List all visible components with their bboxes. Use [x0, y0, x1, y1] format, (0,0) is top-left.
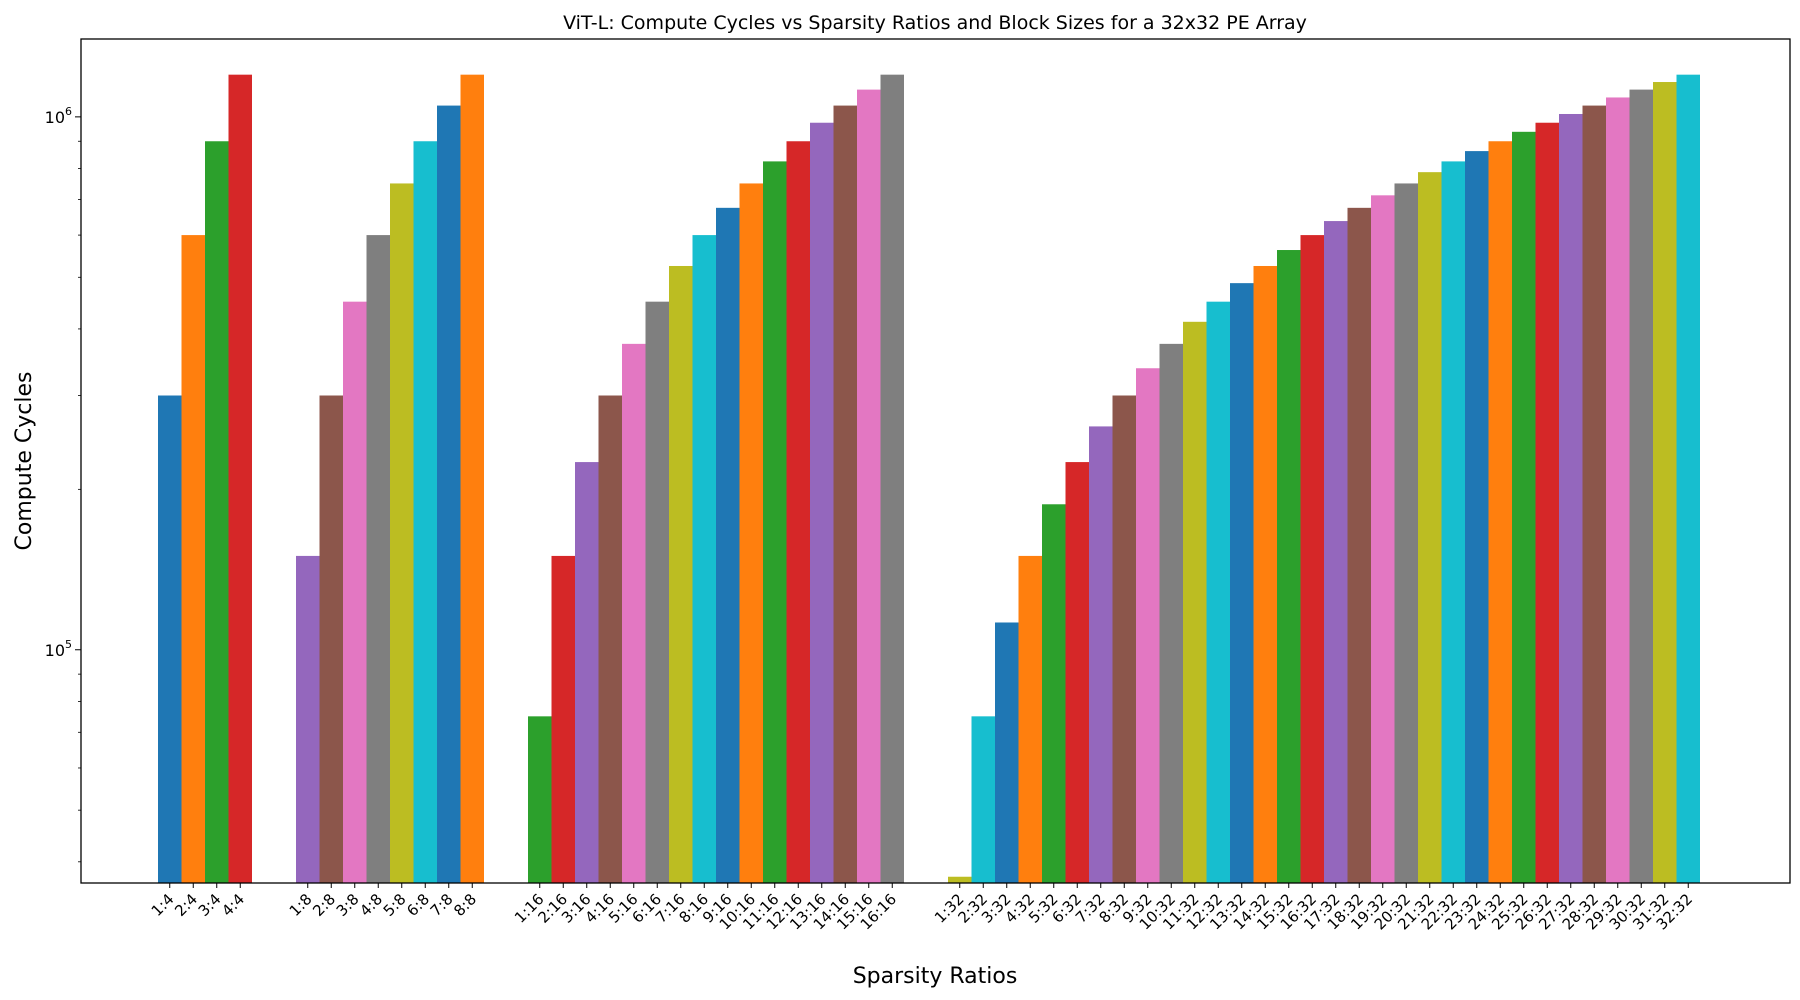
y-axis-label: Compute Cycles: [12, 372, 37, 551]
bar-24-32: [1488, 141, 1512, 883]
bar-1-16: [528, 716, 552, 883]
bar-9-32: [1136, 368, 1160, 883]
bar-11-16: [763, 161, 787, 883]
plot-frame: [80, 38, 1791, 884]
bar-15-16: [857, 89, 881, 884]
bar-10-32: [1159, 343, 1183, 883]
bar-14-16: [833, 105, 857, 883]
bar-3-4: [205, 141, 229, 883]
bar-6-16: [645, 301, 669, 883]
bar-17-32: [1324, 221, 1348, 883]
bar-13-16: [810, 122, 834, 884]
bar-8-32: [1112, 395, 1136, 883]
bar-29-32: [1606, 97, 1630, 883]
x-axis: 1:42:43:44:4 1:82:83:84:85:86:87:88:8 1:16…: [148, 883, 1696, 933]
bar-8-8: [460, 74, 484, 884]
bar-27-32: [1559, 113, 1583, 884]
bar-1-4: [158, 395, 182, 883]
bar-25-32: [1512, 131, 1536, 883]
bar-21-32: [1418, 172, 1442, 883]
bar-23-32: [1465, 151, 1489, 884]
bar-19-32: [1371, 195, 1395, 883]
x-tick-label: 8:8: [450, 890, 480, 920]
bar-32-32: [1676, 74, 1700, 884]
chart-title: ViT-L: Compute Cycles vs Sparsity Ratios…: [563, 12, 1307, 34]
bar-12-16: [786, 141, 810, 883]
bar-16-16: [880, 74, 904, 884]
bar-4-4: [228, 74, 252, 884]
bar-20-32: [1394, 183, 1418, 883]
y-tick-label: 106: [45, 105, 72, 127]
bar-7-8: [437, 105, 461, 883]
bar-8-16: [692, 235, 716, 884]
bar-12-32: [1206, 301, 1230, 883]
bar-16-32: [1300, 235, 1324, 884]
bar-11-32: [1183, 321, 1207, 883]
y-axis: 105 106: [45, 105, 81, 863]
bar-2-32: [971, 716, 995, 883]
bar-26-32: [1535, 122, 1559, 884]
bar-3-16: [575, 462, 599, 883]
bar-30-32: [1629, 89, 1653, 884]
x-axis-label: Sparsity Ratios: [853, 964, 1018, 989]
bar-1-8: [296, 555, 320, 883]
bar-9-16: [716, 207, 740, 883]
x-tick-label: 4:4: [218, 890, 248, 920]
y-tick-label: 105: [45, 638, 72, 660]
bar-14-32: [1253, 265, 1277, 883]
bar-6-8: [413, 141, 437, 883]
bar-2-4: [181, 235, 205, 884]
bar-7-16: [669, 265, 693, 883]
bar-15-32: [1277, 250, 1301, 883]
bar-2-8: [319, 395, 343, 883]
bar-5-16: [622, 343, 646, 883]
bar-6-32: [1065, 462, 1089, 883]
bar-7-32: [1089, 426, 1113, 883]
bar-22-32: [1441, 161, 1465, 883]
bar-5-8: [390, 183, 414, 883]
bar-10-16: [739, 183, 763, 883]
bar-3-8: [343, 301, 367, 883]
bar-13-32: [1230, 283, 1254, 883]
bar-3-32: [995, 622, 1019, 883]
bar-18-32: [1347, 207, 1371, 883]
bar-5-32: [1042, 504, 1066, 883]
bar-31-32: [1653, 82, 1677, 883]
bar-4-32: [1018, 555, 1042, 883]
bar-4-8: [366, 235, 390, 884]
plot-area: [158, 74, 1700, 884]
bar-1-32: [948, 876, 972, 883]
bar-2-16: [551, 555, 575, 883]
bar-4-16: [598, 395, 622, 883]
bar-28-32: [1582, 105, 1606, 883]
